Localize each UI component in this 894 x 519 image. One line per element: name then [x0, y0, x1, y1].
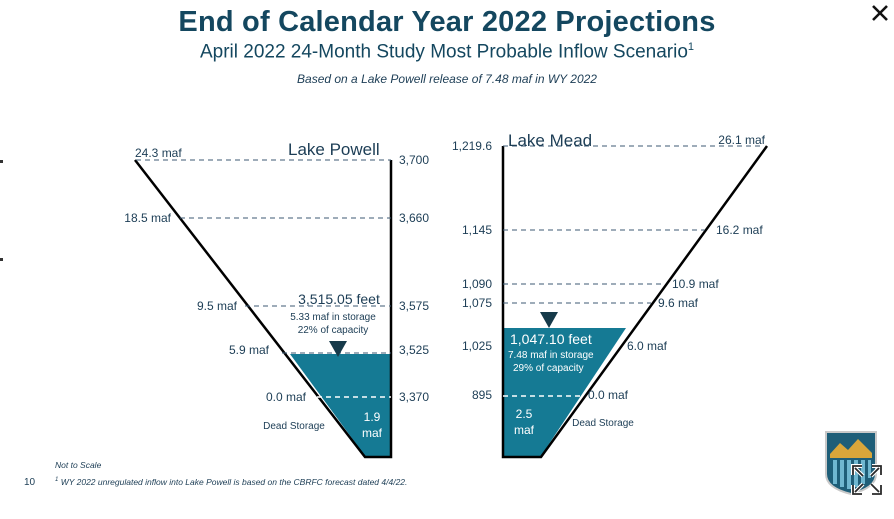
- powell-storage-label: 5.9 maf: [229, 343, 270, 357]
- expand-button[interactable]: [849, 462, 885, 503]
- mead-elevation-label: 895: [472, 388, 492, 402]
- mead-water-fill: [503, 328, 626, 456]
- mead-storage-label: 10.9 maf: [672, 277, 719, 291]
- inflow-footnote: 1 WY 2022 unregulated inflow into Lake P…: [55, 477, 407, 487]
- powell-name: Lake Powell: [288, 140, 380, 159]
- mead-projection-elevation: 1,047.10 feet: [510, 331, 592, 347]
- subtitle-footnote-mark: 1: [687, 41, 695, 53]
- powell-storage-label: 24.3 maf: [135, 146, 182, 160]
- release-basis-note: Based on a Lake Powell release of 7.48 m…: [297, 72, 597, 86]
- mead-elevation-label: 1,090: [462, 277, 492, 291]
- mead-dead-storage-value: 2.5: [516, 407, 533, 421]
- mead-storage-label: 16.2 maf: [716, 223, 763, 237]
- mead-storage-label: 26.1 maf: [718, 133, 765, 147]
- powell-elevation-label: 3,660: [399, 211, 429, 225]
- page-subtitle: April 2022 24-Month Study Most Probable …: [0, 41, 894, 63]
- mead-elevation-label: 1,025: [462, 339, 492, 353]
- powell-elevation-label: 3,700: [399, 153, 429, 167]
- powell-projection-storage: 5.33 maf in storage: [290, 312, 376, 323]
- powell-storage-label: 18.5 maf: [124, 211, 171, 225]
- powell-elevation-label: 3,370: [399, 390, 429, 404]
- powell-storage-label: 9.5 maf: [197, 299, 238, 313]
- mead-dead-storage-label: Dead Storage: [572, 418, 634, 429]
- close-icon: [872, 5, 888, 21]
- page-edge-marker: [0, 258, 3, 261]
- powell-projection-capacity: 22% of capacity: [298, 325, 369, 336]
- powell-elevation-label: 3,575: [399, 299, 429, 313]
- powell-water-level-marker: [329, 341, 347, 357]
- mead-elevation-label: 1,075: [462, 296, 492, 310]
- not-to-scale-note: Not to Scale: [55, 460, 102, 470]
- mead-water-level-marker: [540, 312, 558, 328]
- footnote-mark: 1: [55, 477, 59, 484]
- lake-powell: Lake Powell 3,700 3,660 3,575 3,525 3,37…: [124, 140, 429, 459]
- mead-projection-storage: 7.48 maf in storage: [508, 350, 594, 361]
- close-button[interactable]: [869, 2, 891, 24]
- mead-storage-label: 9.6 maf: [658, 296, 699, 310]
- footnote-text: WY 2022 unregulated inflow into Lake Pow…: [60, 477, 408, 487]
- mead-storage-label: 6.0 maf: [627, 339, 668, 353]
- subtitle-text: April 2022 24-Month Study Most Probable …: [199, 41, 688, 63]
- mead-outline: [501, 145, 769, 459]
- powell-dead-storage-unit: maf: [362, 426, 383, 440]
- expand-icon: [851, 464, 883, 496]
- mead-dead-storage-unit: maf: [514, 423, 535, 437]
- mead-elevation-label: 1,145: [462, 223, 492, 237]
- powell-dead-storage-label: Dead Storage: [263, 421, 325, 432]
- powell-projection-elevation: 3,515.05 feet: [298, 291, 380, 307]
- lake-mead: Lake Mead 1,219.6 1,145 1,090 1,075 1,02…: [452, 131, 769, 459]
- mead-projection-capacity: 29% of capacity: [513, 363, 584, 374]
- mead-storage-label: 0.0 maf: [588, 388, 629, 402]
- powell-elevation-label: 3,525: [399, 343, 429, 357]
- page-number: 10: [24, 477, 36, 488]
- mead-elevation-label: 1,219.6: [452, 139, 492, 153]
- powell-outline: [134, 159, 393, 459]
- powell-water-fill: [290, 354, 391, 456]
- powell-storage-label: 0.0 maf: [266, 390, 307, 404]
- page-edge-marker: [0, 160, 3, 163]
- mead-name: Lake Mead: [508, 131, 592, 150]
- page-title: End of Calendar Year 2022 Projections: [178, 6, 716, 38]
- powell-dead-storage-value: 1.9: [364, 410, 381, 424]
